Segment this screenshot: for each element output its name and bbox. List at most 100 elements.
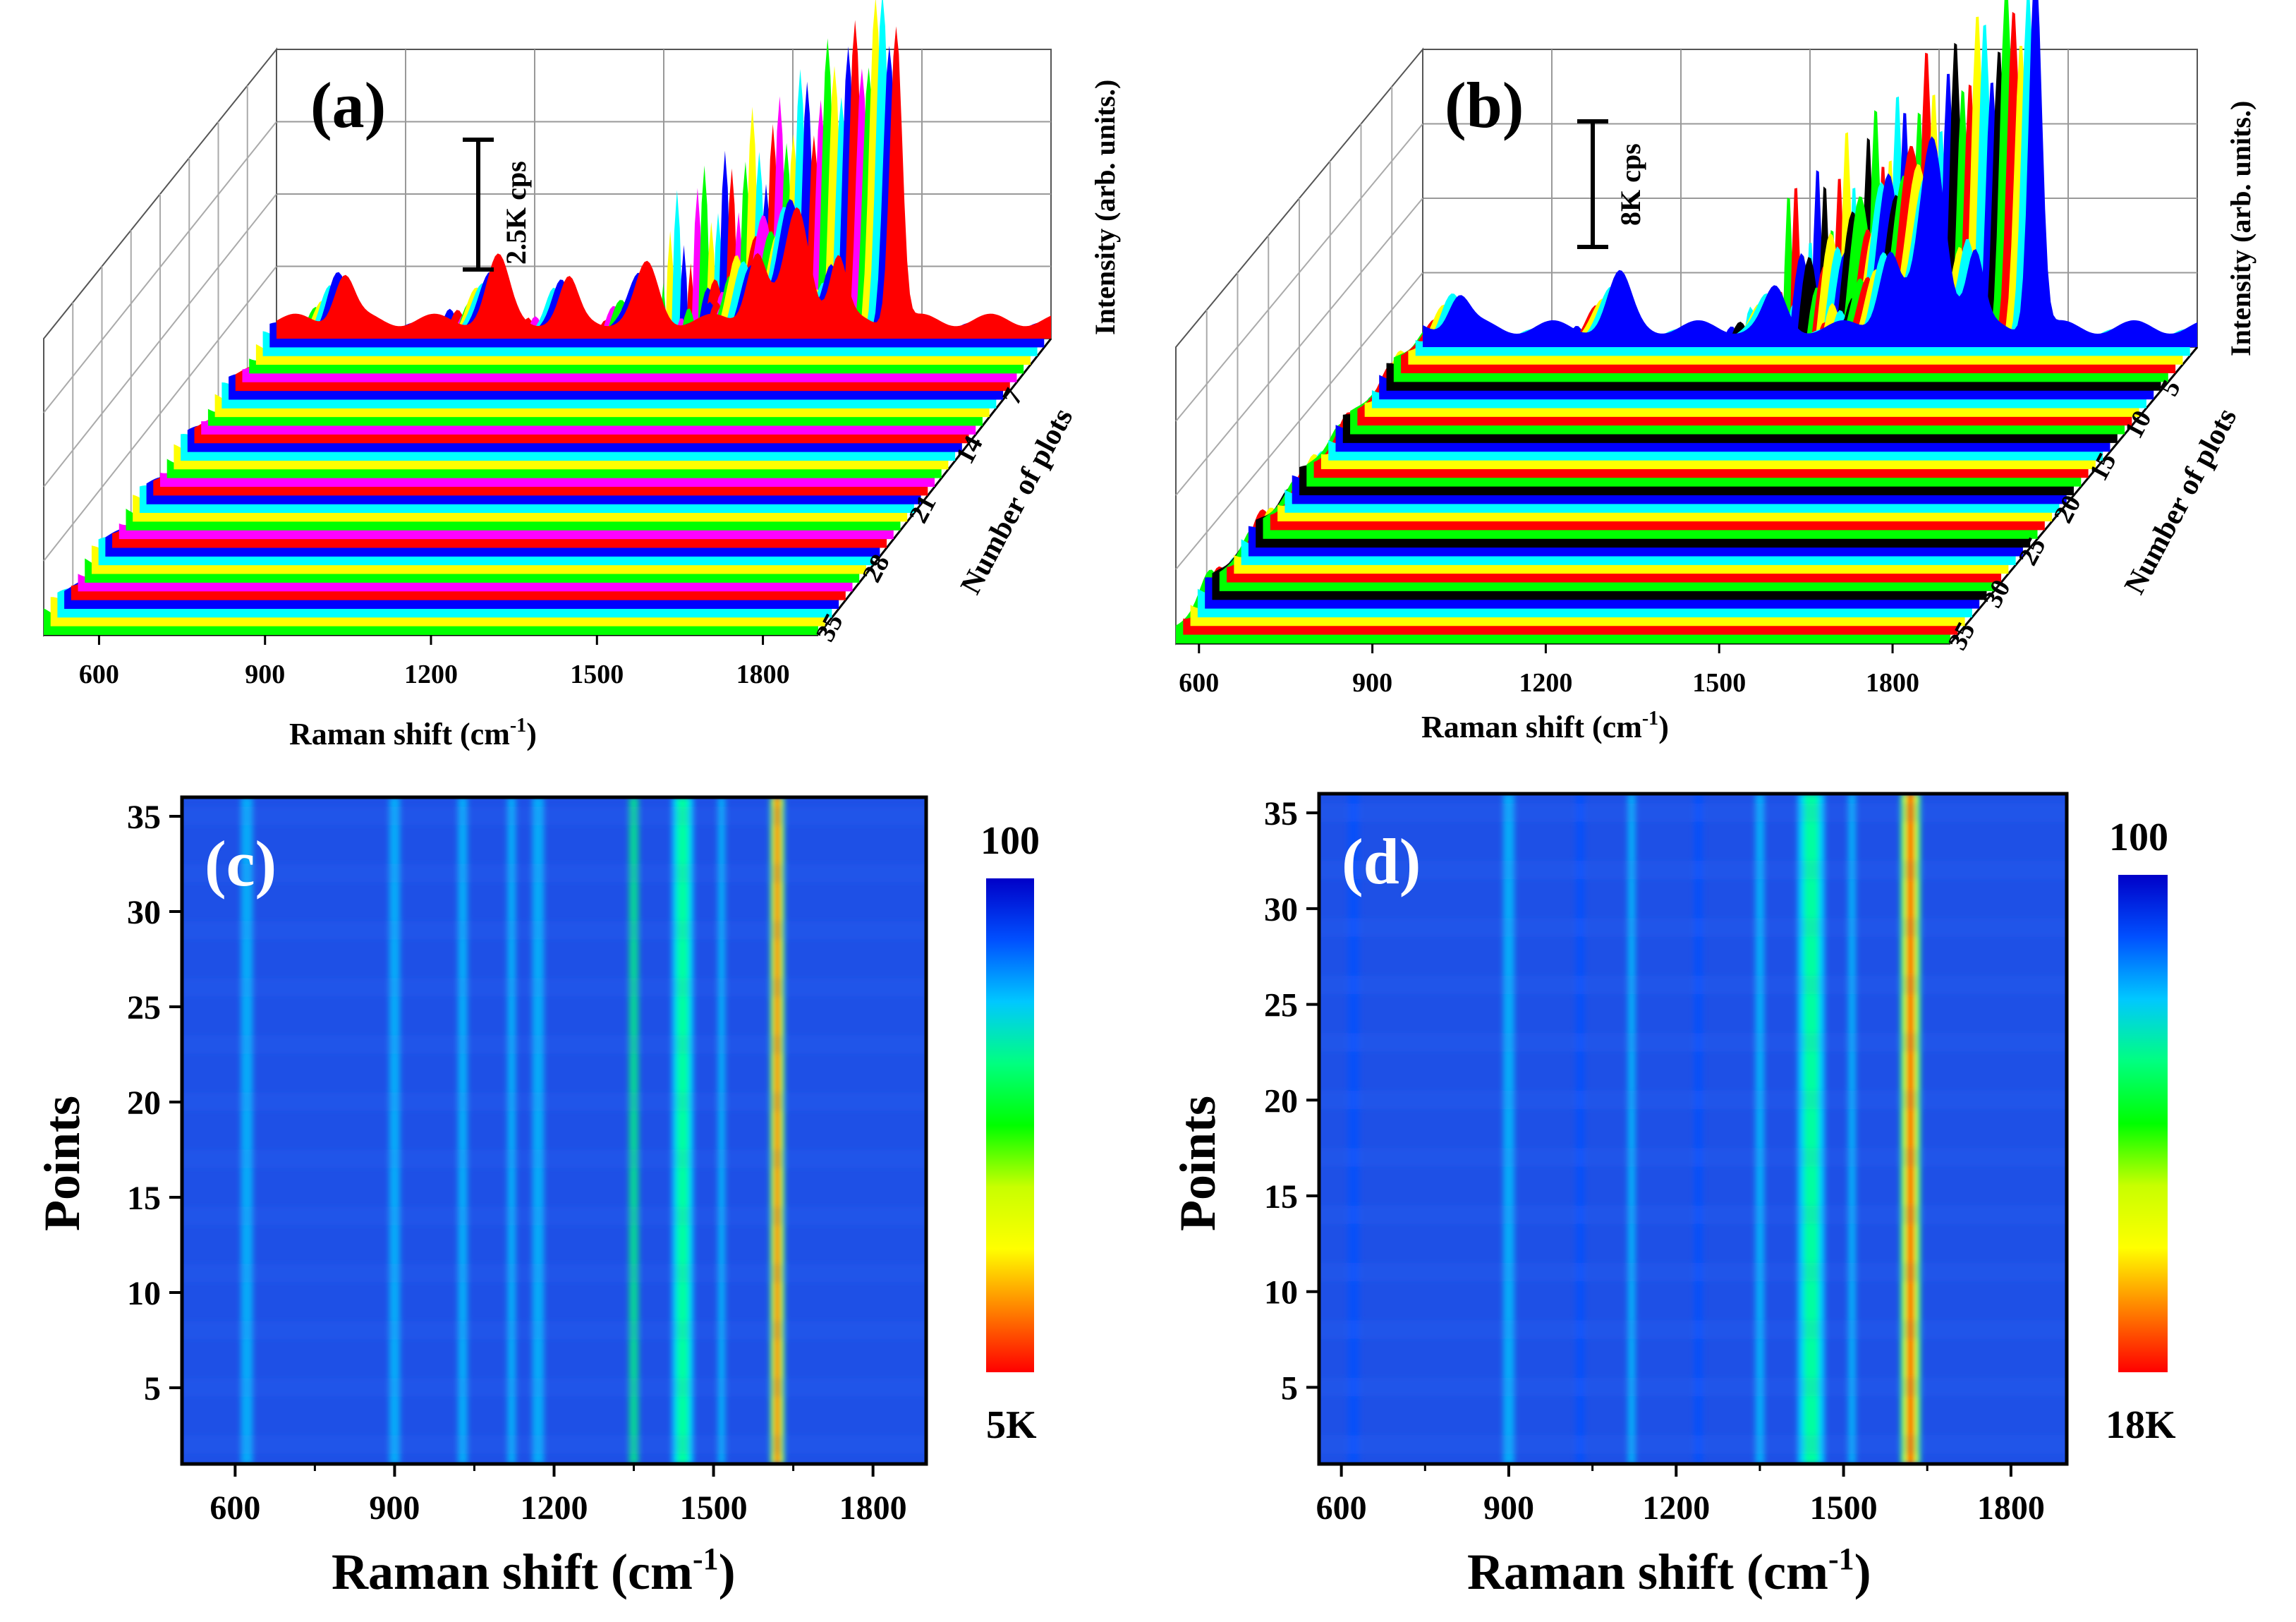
- heatmap-band: [1909, 794, 1912, 1464]
- heatmap-row-shade: [182, 921, 926, 940]
- heatmap-band: [458, 797, 468, 1464]
- heatmap-band: [241, 797, 253, 1464]
- panel-c-colorbar-top: 100: [980, 819, 1040, 863]
- heatmap-band: [1348, 794, 1359, 1464]
- panel-c-heatmap: 600 900 1200 1500 1800 5 10 15 20 25 30 35 (c) Ram…: [34, 795, 1040, 1600]
- heatmap-row-shade: [1319, 1205, 2067, 1224]
- heatmap-band: [389, 797, 400, 1464]
- y-tick-label: 10: [127, 1275, 161, 1312]
- x-tick-label: 1800: [736, 660, 790, 689]
- heatmap-row-shade: [182, 1035, 926, 1054]
- heatmap-row-shade: [182, 1321, 926, 1340]
- x-tick-label: 1500: [1810, 1489, 1878, 1527]
- side-wall-gridline: [43, 121, 277, 413]
- x-tick-label: 1200: [1519, 668, 1572, 698]
- panel-d-x-ticks: 600 900 1200 1500 1800: [1316, 1464, 2045, 1527]
- heatmap-band: [507, 797, 516, 1464]
- heatmap-band: [1755, 794, 1765, 1464]
- panel-d-bands: [1319, 794, 2067, 1464]
- x-tick-label: 600: [79, 660, 119, 689]
- panel-a-label: (a): [310, 69, 386, 141]
- x-tick-label: 1500: [570, 660, 624, 689]
- heatmap-row-shade: [1319, 1148, 2067, 1167]
- side-wall-gridline: [1175, 198, 1423, 496]
- heatmap-band: [1847, 794, 1856, 1464]
- panel-d-y-axis-label: Points: [1170, 1096, 1226, 1231]
- y-tick-label: 35: [1264, 795, 1298, 833]
- y-tick-label: 25: [127, 989, 161, 1027]
- y-tick-label: 10: [1264, 1274, 1298, 1312]
- x-tick-label: 1500: [1692, 668, 1746, 698]
- heatmap-row-shade: [1319, 1435, 2067, 1454]
- panel-a-spectra: [44, 0, 1051, 635]
- panel-a-x-axis-label: Raman shift (cm-1): [289, 715, 537, 751]
- x-tick-label: 1800: [1866, 668, 1919, 698]
- x-tick-label: 1800: [1977, 1489, 2045, 1527]
- heatmap-row-shade: [1319, 918, 2067, 937]
- side-wall-gridline: [1175, 123, 1423, 422]
- x-tick-label: 900: [1483, 1489, 1534, 1527]
- y-tick-label: 15: [1264, 1178, 1298, 1216]
- heatmap-row-shade: [182, 1264, 926, 1283]
- heatmap-row-shade: [182, 1149, 926, 1168]
- panel-a-scale-bar-label: 2.5K cps: [500, 161, 532, 265]
- x-tick-label: 1200: [521, 1489, 588, 1527]
- heatmap-row-shade: [182, 978, 926, 997]
- y-tick-label: 20: [127, 1084, 161, 1122]
- panel-c-colorbar: [986, 878, 1034, 1372]
- heatmap-row-shade: [1319, 975, 2067, 995]
- heatmap-band: [1804, 794, 1819, 1464]
- side-wall-gridline: [43, 193, 277, 488]
- heatmap-row-shade: [182, 1092, 926, 1111]
- heatmap-row-shade: [182, 806, 926, 825]
- panel-a-y-axis-label: Intensity (arb. units.): [1089, 80, 1121, 335]
- panel-b-x-axis-label: Raman shift (cm-1): [1421, 708, 1669, 744]
- heatmap-band: [1575, 794, 1585, 1464]
- panel-d-colorbar-bottom: 18K: [2106, 1403, 2176, 1447]
- heatmap-row-shade: [1319, 1320, 2067, 1339]
- heatmap-row-shade: [1319, 1263, 2067, 1282]
- heatmap-band: [717, 797, 726, 1464]
- panel-d-heatmap: 600 900 1200 1500 1800 5 10 15 20 25 30 35 (d) Ram…: [1170, 792, 2176, 1600]
- side-wall-gridline: [43, 265, 277, 562]
- heatmap-row-shade: [182, 1378, 926, 1397]
- heatmap-row-shade: [1319, 861, 2067, 880]
- heatmap-row-shade: [1319, 803, 2067, 822]
- panel-c-y-ticks: 5 10 15 20 25 30 35: [127, 799, 182, 1408]
- heatmap-band: [1627, 794, 1636, 1464]
- panel-d-colorbar-top: 100: [2109, 816, 2168, 859]
- heatmap-band: [628, 797, 639, 1464]
- y-tick-label: 15: [127, 1180, 161, 1217]
- panel-a-x-ticks: 600 900 1200 1500 1800: [79, 635, 790, 689]
- panel-c-colorbar-bottom: 5K: [986, 1403, 1037, 1447]
- x-tick-label: 1200: [404, 660, 458, 689]
- heatmap-row-shade: [1319, 1090, 2067, 1110]
- heatmap-band: [676, 797, 689, 1464]
- panel-c-x-axis-label: Raman shift (cm-1): [332, 1542, 736, 1600]
- panel-b-label: (b): [1445, 69, 1524, 141]
- heatmap-band: [532, 797, 545, 1464]
- heatmap-row-shade: [182, 1206, 926, 1225]
- panel-b-scale-bar: 8K cps: [1577, 119, 1646, 249]
- panel-c-label: (c): [205, 828, 277, 900]
- panel-c-x-ticks: 600 900 1200 1500 1800: [209, 1464, 907, 1527]
- heatmap-row-shade: [1319, 1033, 2067, 1052]
- panel-c-y-axis-label: Points: [34, 1096, 90, 1231]
- heatmap-row-shade: [182, 864, 926, 883]
- panel-d-colorbar: [2118, 875, 2168, 1372]
- panel-d-y-ticks: 5 10 15 20 25 30 35: [1264, 795, 1319, 1407]
- y-tick-label: 5: [144, 1370, 161, 1408]
- y-tick-label: 30: [1264, 891, 1298, 928]
- x-tick-label: 1800: [839, 1489, 907, 1527]
- panel-d-label: (d): [1342, 825, 1421, 897]
- heatmap-band: [776, 797, 779, 1464]
- panel-b-spectra: [1176, 0, 2197, 644]
- heatmap-row-shade: [1319, 1377, 2067, 1397]
- panel-d-x-axis-label: Raman shift (cm-1): [1467, 1542, 1871, 1600]
- side-wall-gridline: [1175, 272, 1423, 570]
- heatmap-row-shade: [182, 1435, 926, 1454]
- x-tick-label: 900: [369, 1489, 420, 1527]
